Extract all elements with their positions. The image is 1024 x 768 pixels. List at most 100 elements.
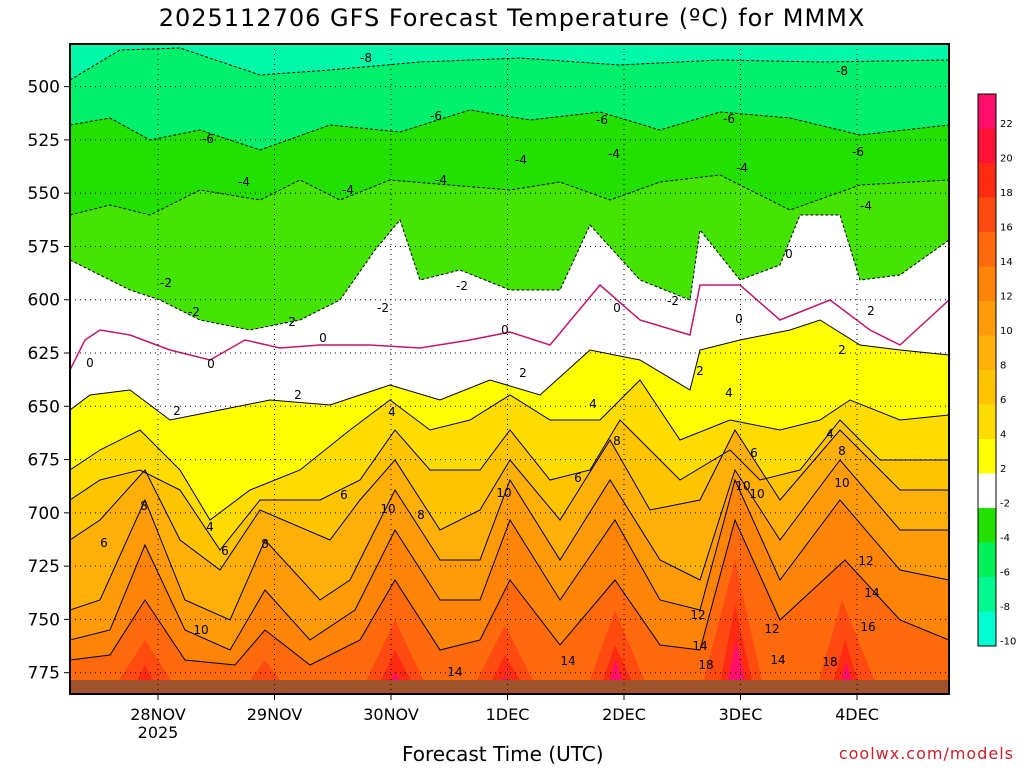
contour-label: 4 bbox=[206, 520, 214, 534]
contour-label: 10 bbox=[735, 479, 750, 493]
contour-label: 6 bbox=[221, 544, 229, 558]
colorbar-label: -4 bbox=[1000, 533, 1010, 544]
contour-label: 4 bbox=[589, 397, 597, 411]
colorbar-label: -2 bbox=[1000, 498, 1010, 509]
contour-4 bbox=[70, 379, 949, 521]
contour-label: 0 bbox=[613, 301, 621, 315]
colorbar-swatch bbox=[978, 439, 996, 474]
colorbar: 22 20 18 16 14 12 10 8 6 4 2 -2 -4 -6 -8 -10 bbox=[977, 93, 1016, 647]
contour-label: -6 bbox=[596, 113, 608, 127]
contour-label: 2 bbox=[867, 304, 875, 318]
contour-label: -6 bbox=[852, 145, 864, 159]
contour-label: 14 bbox=[447, 665, 462, 679]
contour-label: 10 bbox=[834, 476, 849, 490]
colorbar-swatch bbox=[978, 404, 996, 439]
contour-minus-4 bbox=[70, 109, 949, 151]
colorbar-swatch bbox=[978, 301, 996, 336]
colorbar-swatch bbox=[978, 335, 996, 370]
contour-label: 2 bbox=[294, 388, 302, 402]
y-tick-label: 500 bbox=[28, 78, 60, 98]
contour-label: 18 bbox=[698, 658, 713, 672]
contour-label: 14 bbox=[770, 653, 785, 667]
y-tick-label: 625 bbox=[28, 344, 60, 364]
y-tick-label: 575 bbox=[28, 237, 60, 257]
colorbar-label: -8 bbox=[1000, 602, 1010, 613]
contour-label: -4 bbox=[435, 173, 447, 187]
y-tick-label: 700 bbox=[28, 504, 60, 524]
grid-lines bbox=[70, 44, 949, 694]
contour-zero bbox=[70, 283, 949, 371]
x-tick-label: 3DEC bbox=[719, 705, 763, 724]
x-tick-label: 28NOV bbox=[130, 705, 186, 724]
contour-label: 8 bbox=[613, 434, 621, 448]
colorbar-swatch bbox=[978, 542, 996, 577]
contour-label: -6 bbox=[202, 132, 214, 146]
contour-label: 0 bbox=[501, 323, 509, 337]
colorbar-label: 2 bbox=[1000, 464, 1006, 475]
y-tick-label: 750 bbox=[28, 610, 60, 630]
colorbar-swatch bbox=[978, 577, 996, 612]
colorbar-swatch bbox=[978, 94, 996, 129]
y-tick-label: 775 bbox=[28, 664, 60, 684]
y-tick-label: 600 bbox=[28, 291, 60, 311]
contour-label: 14 bbox=[560, 654, 575, 668]
credit-text: coolwx.com/models bbox=[838, 744, 1014, 763]
contour-label: -4 bbox=[515, 153, 527, 167]
contour-label: 0 bbox=[785, 247, 793, 261]
contour-label: -4 bbox=[608, 147, 620, 161]
contour-label: -2 bbox=[667, 294, 679, 308]
contour-label: 8 bbox=[140, 499, 148, 513]
contour-label: -4 bbox=[238, 175, 250, 189]
contour-label: 2 bbox=[696, 364, 704, 378]
colorbar-label: 22 bbox=[1000, 119, 1013, 130]
terrain bbox=[70, 680, 949, 694]
contour-label: 0 bbox=[86, 356, 94, 370]
contour-label: 6 bbox=[100, 536, 108, 550]
contour-label: 16 bbox=[860, 620, 875, 634]
contour-label: 2 bbox=[173, 404, 181, 418]
contour-label: 2 bbox=[519, 366, 527, 380]
contour-label: 0 bbox=[735, 312, 743, 326]
colorbar-swatch bbox=[978, 266, 996, 301]
y-tick-label: 675 bbox=[28, 451, 60, 471]
contour-label: -8 bbox=[836, 64, 848, 78]
colorbar-label: -6 bbox=[1000, 567, 1010, 578]
colorbar-label: 16 bbox=[1000, 222, 1013, 233]
contour-label: 4 bbox=[826, 427, 834, 441]
contour-label: 10 bbox=[749, 487, 764, 501]
x-tick-sublabel: 2025 bbox=[138, 723, 179, 742]
contour-label: 8 bbox=[838, 444, 846, 458]
contour-label: 6 bbox=[574, 471, 582, 485]
plot-frame bbox=[69, 43, 950, 695]
contour-10 bbox=[70, 459, 949, 621]
contour-label: -2 bbox=[160, 276, 172, 290]
contour-label: 14 bbox=[864, 586, 879, 600]
contour-label: 4 bbox=[388, 405, 396, 419]
contour-label: 10 bbox=[193, 623, 208, 637]
colorbar-swatch bbox=[978, 370, 996, 405]
contour-label: -4 bbox=[860, 199, 872, 213]
contour-label: 2 bbox=[838, 343, 846, 357]
colorbar-label: -10 bbox=[1000, 636, 1016, 647]
contour-minus-2 bbox=[70, 174, 949, 216]
contour-label: 0 bbox=[319, 331, 327, 345]
contour-label: -2 bbox=[284, 315, 296, 329]
contour-label: 10 bbox=[496, 486, 511, 500]
colorbar-frame bbox=[977, 93, 997, 647]
colorbar-label: 18 bbox=[1000, 188, 1013, 199]
contour-14 bbox=[70, 518, 949, 666]
contour-labels: -8 -8 -6 -6 -6 -6 -6 -4 -4 -4 -4 -4 -4 -4 -2 -2 -2 -2 -2 -2… bbox=[86, 51, 879, 679]
temperature-field bbox=[70, 44, 949, 694]
colorbar-swatch bbox=[978, 611, 996, 646]
contour-12 bbox=[70, 478, 949, 651]
x-tick-label: 29NOV bbox=[247, 705, 303, 724]
contour-label: 14 bbox=[692, 639, 707, 653]
colorbar-swatch bbox=[978, 197, 996, 232]
contour-label: -2 bbox=[456, 279, 468, 293]
band-18 bbox=[130, 605, 862, 694]
contour-label: 8 bbox=[417, 508, 425, 522]
contour-label: 4 bbox=[725, 386, 733, 400]
contour-label: 12 bbox=[690, 608, 705, 622]
colorbar-label: 4 bbox=[1000, 429, 1006, 440]
